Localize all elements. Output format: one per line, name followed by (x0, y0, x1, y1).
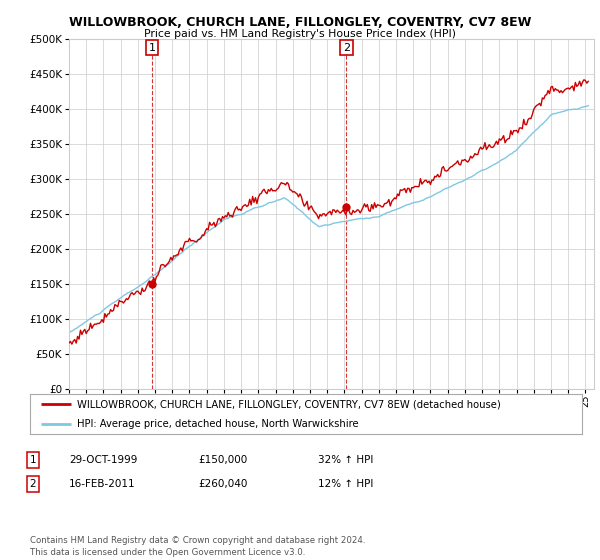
Text: WILLOWBROOK, CHURCH LANE, FILLONGLEY, COVENTRY, CV7 8EW (detached house): WILLOWBROOK, CHURCH LANE, FILLONGLEY, CO… (77, 399, 500, 409)
Text: 32% ↑ HPI: 32% ↑ HPI (318, 455, 373, 465)
Text: WILLOWBROOK, CHURCH LANE, FILLONGLEY, COVENTRY, CV7 8EW: WILLOWBROOK, CHURCH LANE, FILLONGLEY, CO… (69, 16, 531, 29)
Text: 2: 2 (29, 479, 37, 489)
Text: £150,000: £150,000 (198, 455, 247, 465)
Text: Contains HM Land Registry data © Crown copyright and database right 2024.
This d: Contains HM Land Registry data © Crown c… (30, 536, 365, 557)
Text: £260,040: £260,040 (198, 479, 247, 489)
Text: 12% ↑ HPI: 12% ↑ HPI (318, 479, 373, 489)
Text: HPI: Average price, detached house, North Warwickshire: HPI: Average price, detached house, Nort… (77, 418, 359, 428)
Text: 29-OCT-1999: 29-OCT-1999 (69, 455, 137, 465)
Text: Price paid vs. HM Land Registry's House Price Index (HPI): Price paid vs. HM Land Registry's House … (144, 29, 456, 39)
Text: 2: 2 (343, 43, 350, 53)
Text: 16-FEB-2011: 16-FEB-2011 (69, 479, 136, 489)
Text: 1: 1 (29, 455, 37, 465)
Text: 1: 1 (149, 43, 155, 53)
